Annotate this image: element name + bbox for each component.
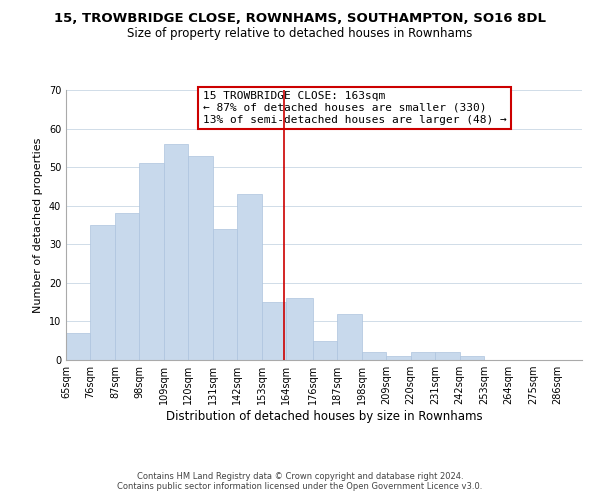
Bar <box>164 144 188 360</box>
Bar <box>286 298 313 360</box>
Bar <box>362 352 386 360</box>
Bar <box>139 164 164 360</box>
Bar <box>91 225 115 360</box>
Bar <box>237 194 262 360</box>
Bar <box>115 214 139 360</box>
Text: Contains HM Land Registry data © Crown copyright and database right 2024.: Contains HM Land Registry data © Crown c… <box>137 472 463 481</box>
Bar <box>313 340 337 360</box>
Text: Size of property relative to detached houses in Rownhams: Size of property relative to detached ho… <box>127 28 473 40</box>
X-axis label: Distribution of detached houses by size in Rownhams: Distribution of detached houses by size … <box>166 410 482 423</box>
Bar <box>435 352 460 360</box>
Text: 15, TROWBRIDGE CLOSE, ROWNHAMS, SOUTHAMPTON, SO16 8DL: 15, TROWBRIDGE CLOSE, ROWNHAMS, SOUTHAMP… <box>54 12 546 26</box>
Text: 15 TROWBRIDGE CLOSE: 163sqm
← 87% of detached houses are smaller (330)
13% of se: 15 TROWBRIDGE CLOSE: 163sqm ← 87% of det… <box>203 92 506 124</box>
Bar <box>411 352 435 360</box>
Bar <box>337 314 362 360</box>
Bar <box>460 356 484 360</box>
Bar <box>66 333 91 360</box>
Bar <box>386 356 411 360</box>
Y-axis label: Number of detached properties: Number of detached properties <box>33 138 43 312</box>
Bar <box>188 156 213 360</box>
Bar <box>262 302 286 360</box>
Bar <box>213 229 237 360</box>
Text: Contains public sector information licensed under the Open Government Licence v3: Contains public sector information licen… <box>118 482 482 491</box>
